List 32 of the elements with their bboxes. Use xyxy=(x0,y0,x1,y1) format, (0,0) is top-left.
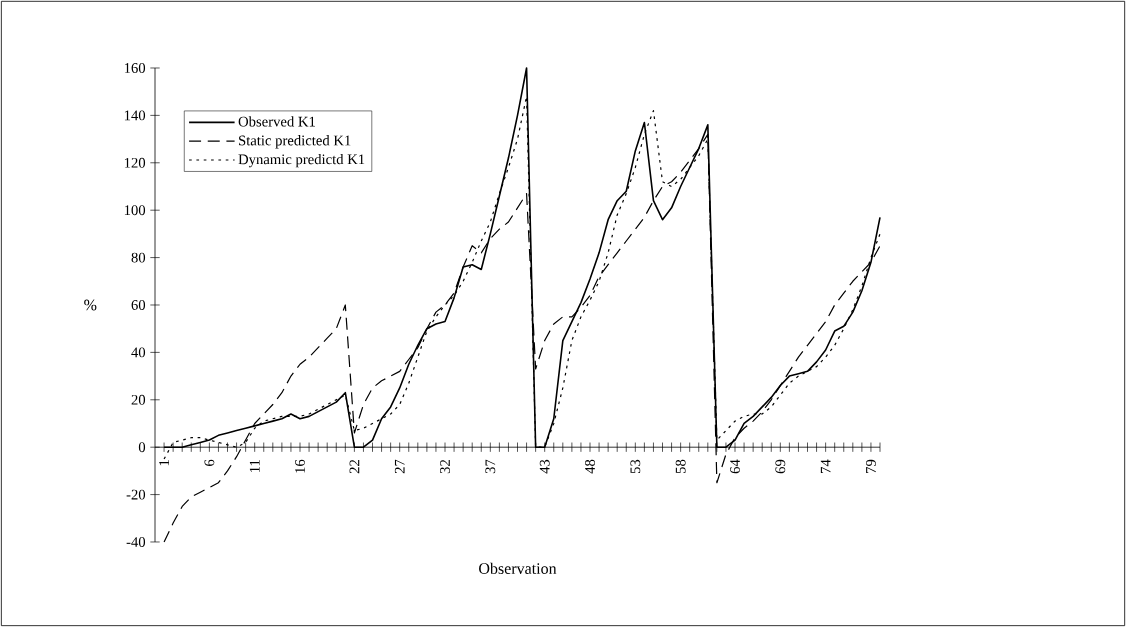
x-tick-label: 37 xyxy=(485,459,496,474)
x-tick-label: 79 xyxy=(866,459,876,473)
legend-label: Dynamic predictd K1 xyxy=(238,153,365,168)
x-tick-label: 16 xyxy=(295,459,305,473)
x-tick-label: 27 xyxy=(394,459,405,474)
y-tick-label: 40 xyxy=(131,347,146,358)
y-tick-label: 160 xyxy=(124,63,146,73)
x-tick-label: 43 xyxy=(539,459,550,474)
x-axis-title: Observation xyxy=(479,562,557,574)
x-tick-label: 22 xyxy=(349,460,360,474)
y-tick-label: 140 xyxy=(124,110,146,121)
x-tick-label: 6 xyxy=(204,459,215,466)
x-tick-label: 74 xyxy=(820,459,831,473)
y-axis-title: % xyxy=(84,299,97,311)
y-tick-label: 20 xyxy=(131,394,146,405)
legend-label: Static predicted K1 xyxy=(239,135,351,149)
x-tick-label: 58 xyxy=(675,459,686,474)
y-tick-label: 60 xyxy=(131,300,146,310)
y-tick-label: 120 xyxy=(124,157,146,168)
x-tick-label: 69 xyxy=(775,459,786,474)
y-tick-label: 100 xyxy=(124,205,146,216)
x-tick-label: 1 xyxy=(159,460,169,466)
y-tick-label: -20 xyxy=(126,489,146,500)
y-tick-label: 0 xyxy=(138,442,146,453)
y-tick-label: -40 xyxy=(126,537,146,547)
x-tick-label: 11 xyxy=(249,460,260,473)
legend-label: Observed K1 xyxy=(238,116,315,127)
x-tick-label: 64 xyxy=(730,459,740,474)
x-tick-label: 48 xyxy=(585,459,595,474)
y-tick-label: 80 xyxy=(131,252,146,263)
x-tick-label: 53 xyxy=(630,459,641,474)
x-tick-label: 32 xyxy=(440,460,450,474)
